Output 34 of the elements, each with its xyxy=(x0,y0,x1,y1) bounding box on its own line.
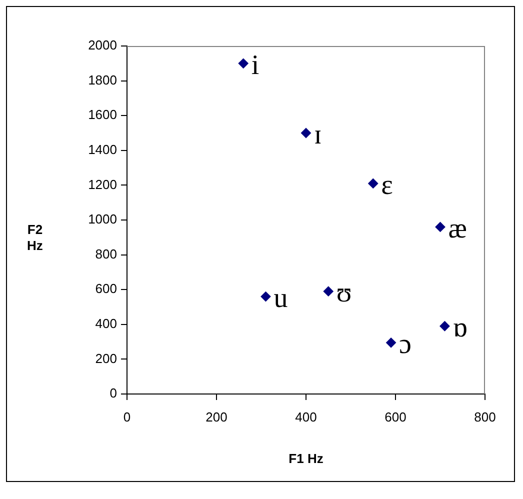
x-axis-title: F1 Hz xyxy=(288,450,324,466)
annotation: æ xyxy=(448,213,467,244)
annotation: ʊ xyxy=(336,278,352,309)
annotation: ɛ xyxy=(381,170,393,201)
point xyxy=(301,128,311,138)
point xyxy=(368,178,378,188)
y-tick-label: 2000 xyxy=(88,38,117,53)
point xyxy=(386,338,396,348)
y-axis-title: F2 Hz xyxy=(26,222,44,254)
y-tick-label: 0 xyxy=(110,386,117,401)
x-tick-label: 0 xyxy=(123,409,131,424)
annotation: ɒ xyxy=(452,312,468,344)
x-tick-label: 800 xyxy=(474,409,496,424)
point xyxy=(435,222,446,232)
point xyxy=(260,292,271,302)
x-tick-label: 600 xyxy=(384,409,406,424)
point xyxy=(323,286,334,296)
annotation: u xyxy=(274,282,288,314)
y-tick-label: 1800 xyxy=(88,72,117,88)
x-tick-label: 400 xyxy=(295,409,317,424)
y-tick-label: 1600 xyxy=(88,107,117,122)
annotation: ɪ xyxy=(314,119,322,150)
y-tick-label: 1400 xyxy=(88,142,117,157)
y-tick-label: 1200 xyxy=(88,176,117,192)
y-tick-label: 200 xyxy=(95,350,117,366)
point xyxy=(238,58,248,68)
y-tick-label: 1000 xyxy=(88,212,117,227)
annotation: i xyxy=(251,50,260,81)
y-tick-label: 400 xyxy=(95,316,117,331)
y-tick-label: 600 xyxy=(95,281,117,296)
annotation: ɔ xyxy=(399,329,412,360)
x-tick-label: 200 xyxy=(206,409,228,424)
point xyxy=(440,321,450,332)
y-tick-label: 800 xyxy=(95,246,117,262)
